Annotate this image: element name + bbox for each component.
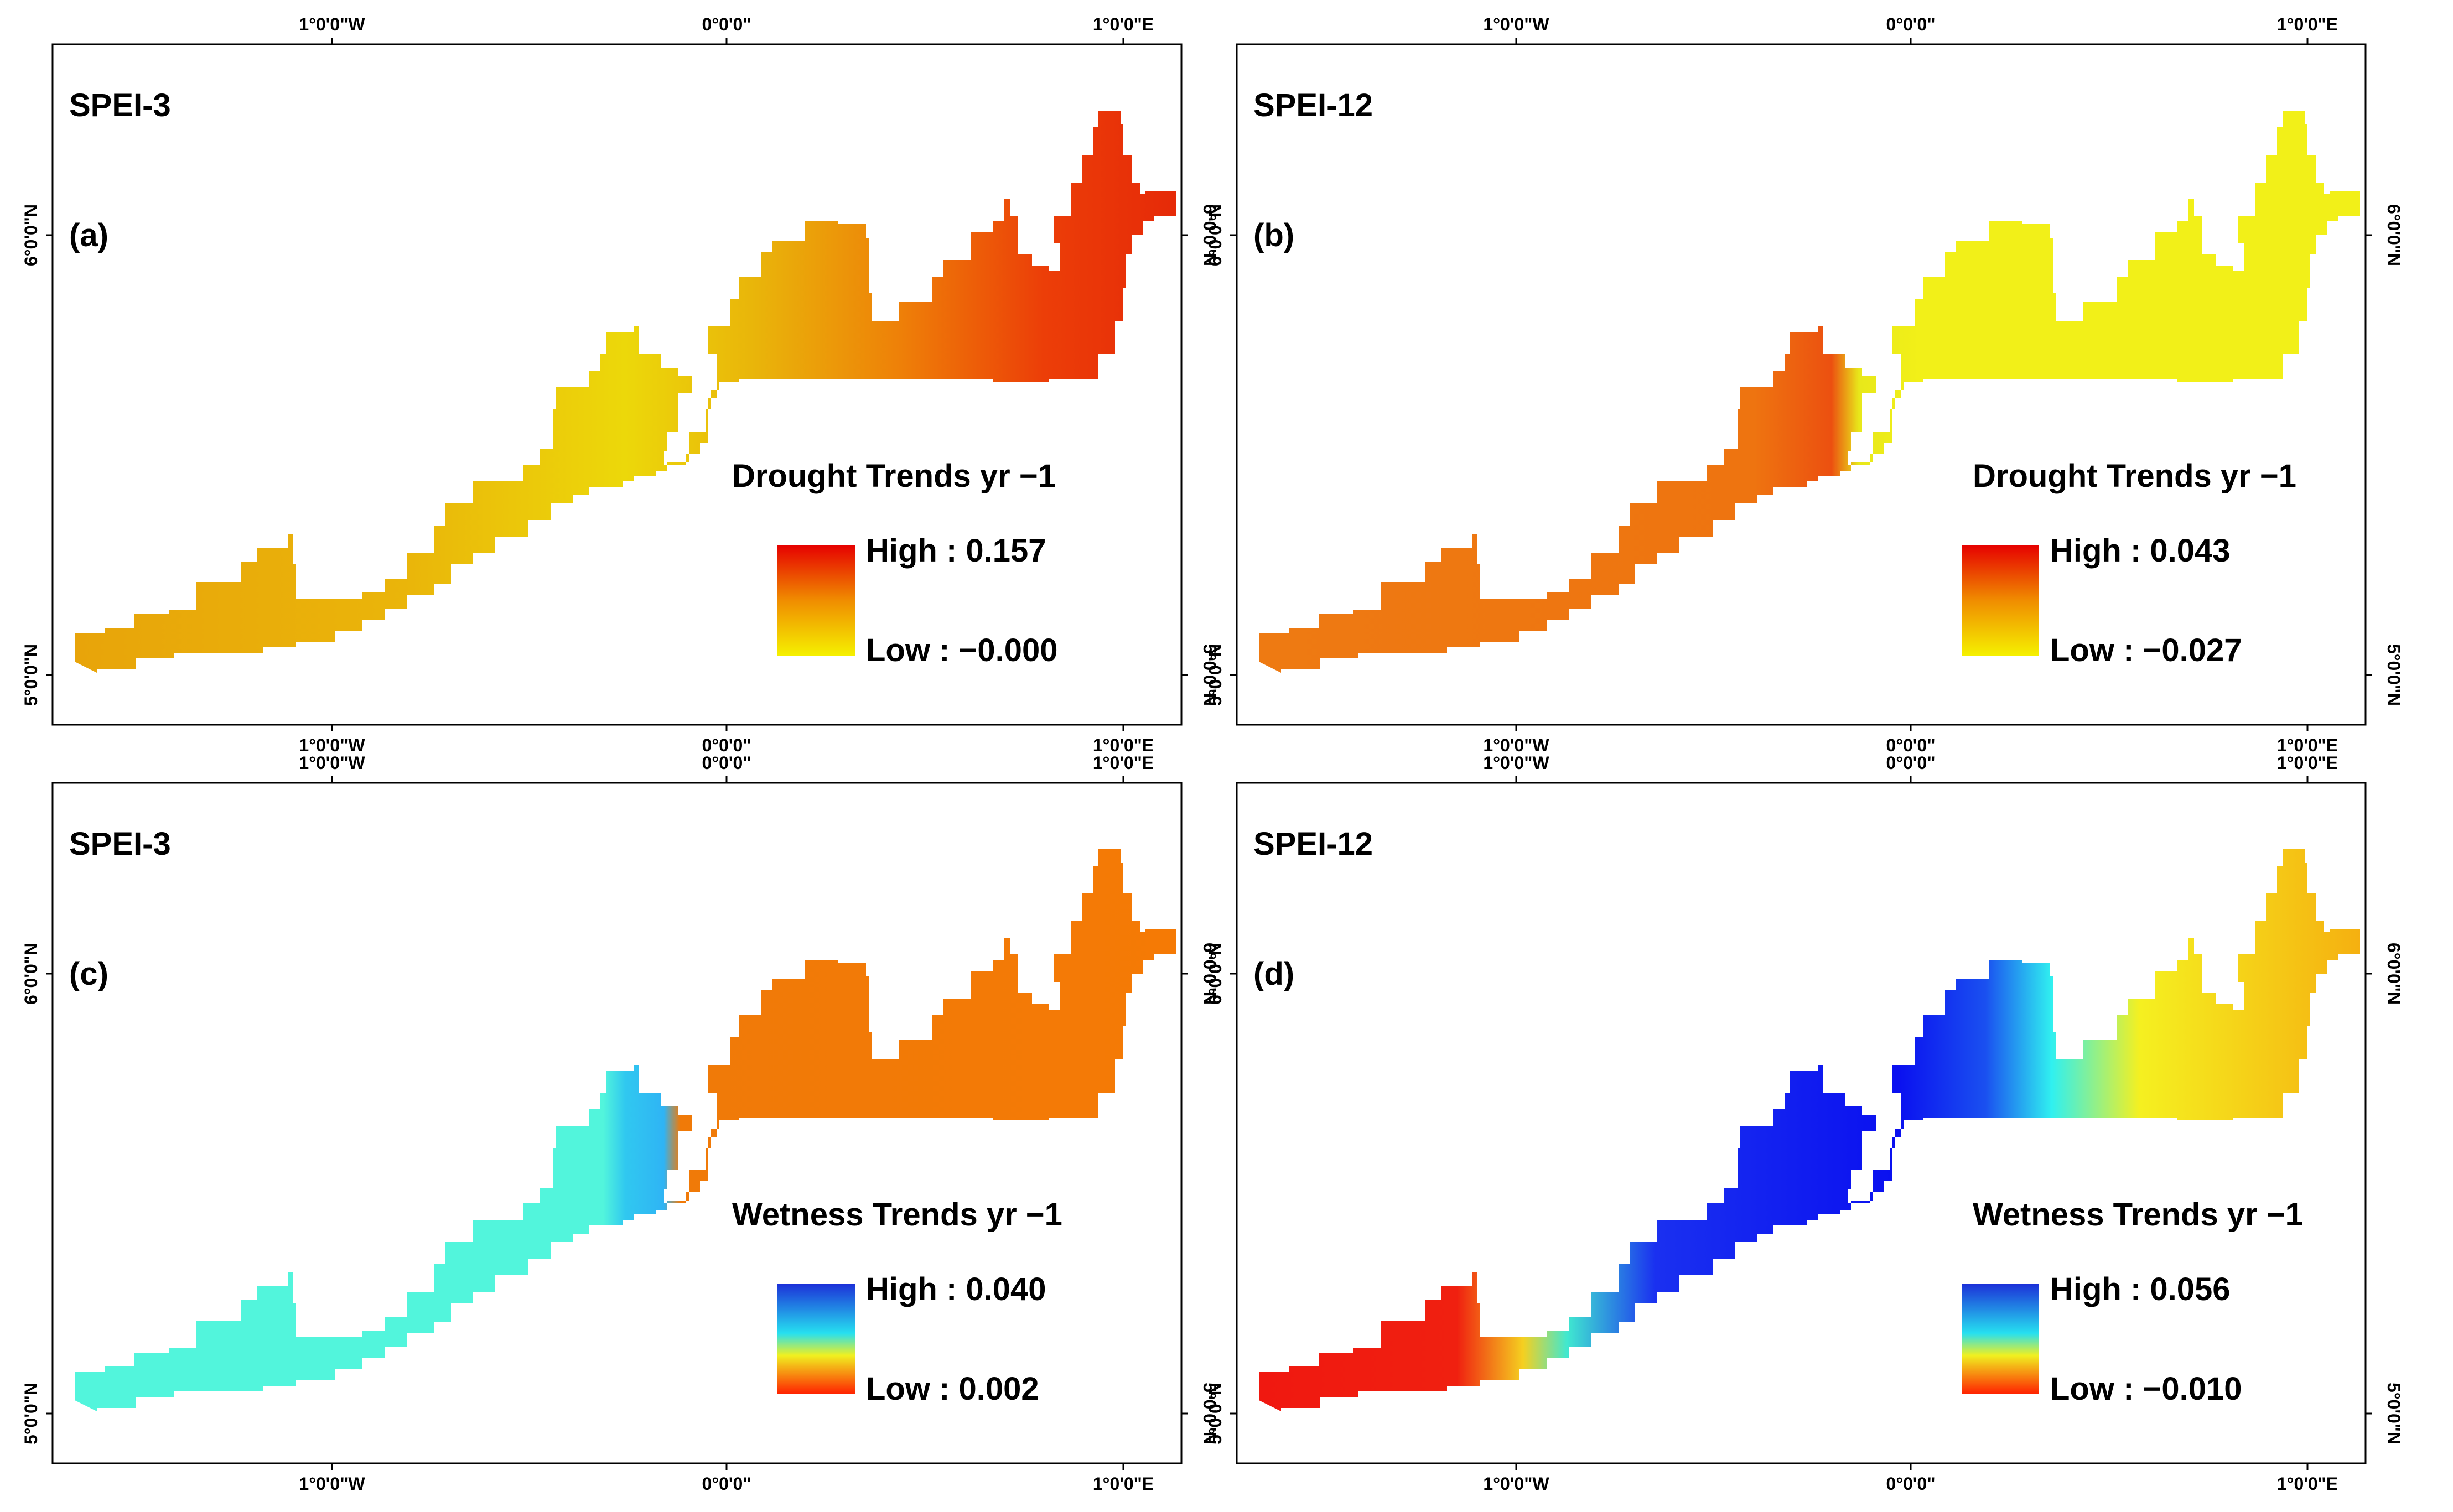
panel-label: (d) [1253,956,1294,992]
bottom-tick-label: 1°0'0"E [2277,735,2338,755]
index-title: SPEI-12 [1253,826,1373,862]
legend-high-label: High : 0.056 [2050,1271,2231,1307]
legend-color-ramp [1962,1284,2039,1394]
right-tick-label: 5°0'0"N [1200,1383,1220,1445]
legend-low-label: Low : −0.000 [866,632,1058,668]
top-tick-label: 0°0'0" [1886,753,1936,773]
left-tick-label: 6°0'0"N [1205,943,1225,1005]
top-tick-label: 1°0'0"E [1093,753,1154,773]
legend-low-label: Low : −0.027 [2050,632,2242,668]
legend-high-label: High : 0.040 [866,1271,1046,1307]
legend-low-label: Low : 0.002 [866,1371,1039,1407]
bottom-tick-label: 1°0'0"E [1093,735,1154,755]
left-tick-label: 6°0'0"N [21,204,41,266]
right-tick-label: 6°0'0"N [2384,943,2404,1005]
right-tick-label: 5°0'0"N [2384,644,2404,706]
left-tick-label: 5°0'0"N [21,1383,41,1445]
trend-region [1259,111,2360,673]
bottom-tick-label: 1°0'0"W [299,735,365,755]
index-title: SPEI-3 [69,826,171,862]
bottom-tick-label: 1°0'0"E [2277,1474,2338,1494]
map-panel-c: 1°0'0"W 1°0'0"W 0°0'0" 0°0'0" 1°0'0"E 1°0'0"E… [21,753,1220,1494]
panel-label: (b) [1253,217,1294,253]
bottom-tick-label: 0°0'0" [1886,735,1936,755]
left-tick-label: 6°0'0"N [21,943,41,1005]
left-tick-label: 5°0'0"N [1205,644,1225,706]
top-tick-label: 1°0'0"E [1093,14,1154,34]
map-panel-d: 1°0'0"W 1°0'0"W 0°0'0" 0°0'0" 1°0'0"E 1°0'0"E… [1205,753,2404,1494]
legend-title: Wetness Trends yr −1 [732,1197,1062,1233]
left-tick-label: 6°0'0"N [1205,204,1225,266]
trend-region [75,849,1176,1411]
legend-color-ramp [777,545,855,656]
legend-color-ramp [1962,545,2039,656]
left-tick-label: 5°0'0"N [1205,1383,1225,1445]
legend-color-ramp [777,1284,855,1394]
index-title: SPEI-3 [69,87,171,123]
top-tick-label: 0°0'0" [702,753,751,773]
right-tick-label: 6°0'0"N [1200,204,1220,266]
bottom-tick-label: 1°0'0"W [1483,735,1549,755]
right-tick-label: 5°0'0"N [2384,1383,2404,1445]
legend-title: Drought Trends yr −1 [1973,458,2296,494]
map-panel-a: 1°0'0"W 1°0'0"W 0°0'0" 0°0'0" 1°0'0"E 1°0'0"E… [21,14,1220,755]
bottom-tick-label: 0°0'0" [702,1474,751,1494]
index-title: SPEI-12 [1253,87,1373,123]
top-tick-label: 1°0'0"E [2277,14,2338,34]
bottom-tick-label: 1°0'0"W [299,1474,365,1494]
bottom-tick-label: 0°0'0" [1886,1474,1936,1494]
legend-title: Drought Trends yr −1 [732,458,1056,494]
right-tick-label: 5°0'0"N [1200,644,1220,706]
legend-high-label: High : 0.043 [2050,533,2231,569]
right-tick-label: 6°0'0"N [2384,204,2404,266]
trend-region [75,111,1176,673]
map-panel-b: 1°0'0"W 1°0'0"W 0°0'0" 0°0'0" 1°0'0"E 1°0'0"E… [1205,14,2404,755]
bottom-tick-label: 1°0'0"W [1483,1474,1549,1494]
top-tick-label: 0°0'0" [702,14,751,34]
top-tick-label: 0°0'0" [1886,14,1936,34]
top-tick-label: 1°0'0"W [1483,753,1549,773]
trend-region [1259,849,2360,1411]
top-tick-label: 1°0'0"W [1483,14,1549,34]
legend-high-label: High : 0.157 [866,533,1046,569]
top-tick-label: 1°0'0"W [299,14,365,34]
top-tick-label: 1°0'0"W [299,753,365,773]
top-tick-label: 1°0'0"E [2277,753,2338,773]
legend-title: Wetness Trends yr −1 [1973,1197,2303,1233]
panel-label: (c) [69,956,108,992]
bottom-tick-label: 0°0'0" [702,735,751,755]
legend-low-label: Low : −0.010 [2050,1371,2242,1407]
left-tick-label: 5°0'0"N [21,644,41,706]
right-tick-label: 6°0'0"N [1200,943,1220,1005]
bottom-tick-label: 1°0'0"E [1093,1474,1154,1494]
panel-label: (a) [69,217,108,253]
